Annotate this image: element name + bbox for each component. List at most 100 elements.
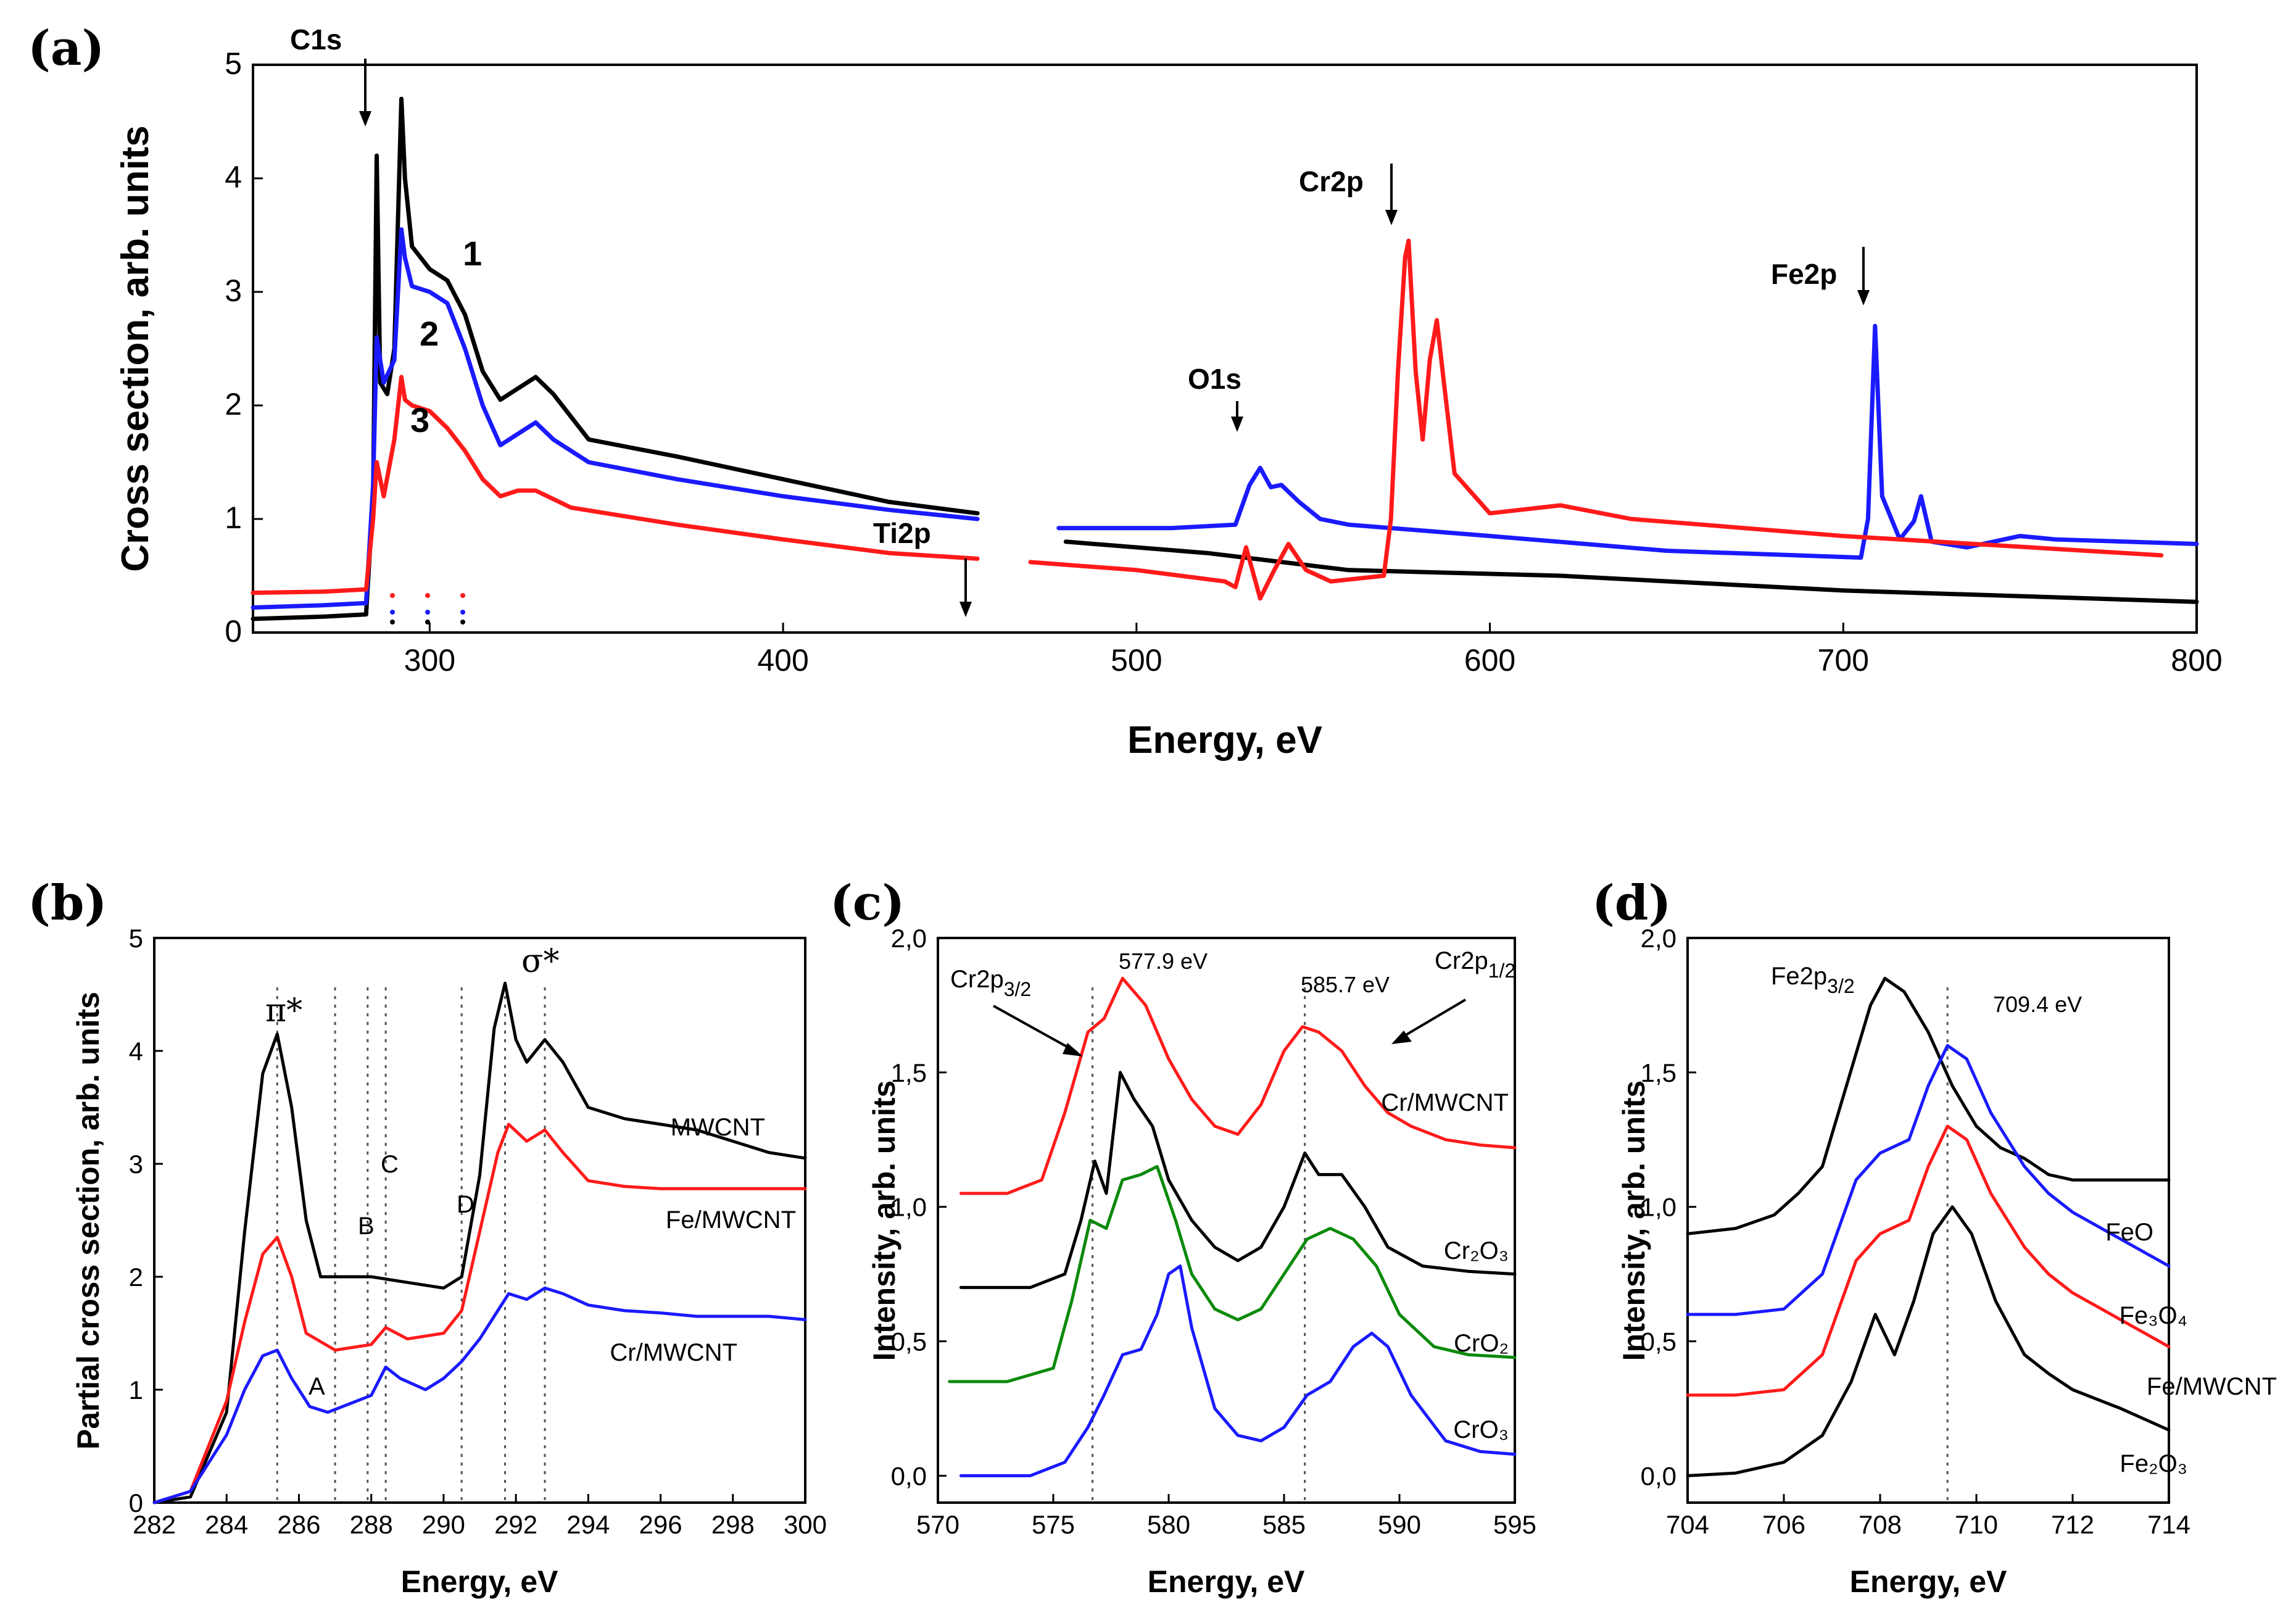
panel-d: (d) 704 706 708 710 712 714 0,0 0,5 1,0 1,5 2,0 En… — [1592, 875, 2277, 1599]
series-3-line — [251, 375, 980, 595]
x-tick-label: 286 — [277, 1510, 320, 1539]
panel-label-b: (b) — [28, 875, 107, 931]
y-tick-label: 1,5 — [1641, 1058, 1676, 1087]
annotation-b: B — [358, 1213, 375, 1240]
series-2-line — [251, 227, 980, 610]
x-tick-label: 400 — [757, 643, 808, 678]
plot-frame-a — [252, 64, 2198, 634]
series-cro2-line — [948, 1164, 1517, 1384]
ticks-d: 704 706 708 710 712 714 0,0 0,5 1,0 1,5 2,0 — [1641, 924, 2190, 1539]
marker-dot — [460, 593, 465, 598]
y-tick-label: 3 — [225, 273, 242, 308]
arrowhead-cr2p — [1385, 210, 1398, 225]
curve-label-fe3o4: Fe₃O₄ — [2120, 1302, 2187, 1329]
series-fe-mwcnt-line — [152, 1122, 807, 1504]
panel-b: (b) 282 284 286 288 290 292 294 296 298 300 0 1 2 3 4 5… — [28, 875, 827, 1599]
x-tick-label: 296 — [639, 1510, 682, 1539]
panel-label-c: (c) — [830, 875, 905, 931]
x-tick-label: 500 — [1111, 643, 1162, 678]
annotation-577-9: 577.9 eV — [1119, 948, 1208, 974]
annotation-709-4: 709.4 eV — [1993, 992, 2082, 1017]
y-tick-label: 1,5 — [891, 1058, 927, 1087]
curve-label-cr-mwcnt-b: Cr/MWCNT — [610, 1339, 737, 1366]
y-tick-label: 0,5 — [891, 1327, 927, 1356]
curve-label-cr2o3: Cr₂O₃ — [1444, 1237, 1509, 1264]
series-2-line — [1056, 323, 2199, 560]
series-3-line — [1028, 238, 2164, 601]
arrowhead-fe2p — [1857, 290, 1870, 305]
arrowhead-cr2p12 — [1391, 1031, 1412, 1044]
x-tick-label: 590 — [1378, 1510, 1421, 1539]
y-tick-label: 5 — [129, 924, 143, 953]
annotation-c: C — [381, 1151, 399, 1178]
curve-label-1: 1 — [463, 234, 482, 273]
annotation-a: A — [309, 1373, 325, 1400]
series-cr2o3-line — [959, 1071, 1517, 1289]
annotation-cr2p32: Cr2p3/2 — [950, 966, 1031, 1000]
y-tick-label: 4 — [129, 1037, 143, 1066]
arrowhead-ti2p — [959, 602, 972, 617]
y-tick-label: 0,0 — [891, 1461, 927, 1490]
x-tick-label: 300 — [784, 1510, 827, 1539]
curve-label-fe2o3: Fe₂O₃ — [2120, 1450, 2187, 1477]
y-tick-label: 4 — [225, 160, 242, 194]
curves-a — [251, 96, 2199, 621]
y-tick-label: 0,5 — [1641, 1327, 1676, 1356]
ticks-a: 300 400 500 600 700 800 0 1 2 3 4 5 — [225, 46, 2223, 678]
annotation-c1s: C1s — [290, 23, 342, 56]
x-axis-title-c: Energy, eV — [1148, 1564, 1305, 1599]
annotation-cr2p: Cr2p — [1299, 165, 1364, 197]
x-tick-label: 706 — [1762, 1510, 1805, 1539]
x-tick-label: 714 — [2147, 1510, 2190, 1539]
x-tick-label: 708 — [1859, 1510, 1902, 1539]
curve-label-mwcnt: MWCNT — [671, 1114, 765, 1141]
curves-b — [152, 981, 807, 1504]
series-cr-mwcnt-line — [152, 1286, 807, 1504]
y-tick-label: 2,0 — [1641, 924, 1676, 953]
curve-label-fe-mwcnt-b: Fe/MWCNT — [666, 1206, 796, 1234]
curve-label-feo: FeO — [2105, 1219, 2153, 1246]
curve-label-fe-mwcnt-d: Fe/MWCNT — [2147, 1373, 2277, 1400]
x-tick-label: 712 — [2051, 1510, 2094, 1539]
curve-label-3: 3 — [410, 400, 429, 439]
y-tick-label: 0 — [225, 614, 242, 649]
annotation-o1s: O1s — [1188, 363, 1241, 395]
annotation-d: D — [457, 1191, 475, 1218]
curve-label-cr-mwcnt-c: Cr/MWCNT — [1381, 1089, 1509, 1116]
series-1-line — [251, 96, 980, 621]
y-tick-label: 5 — [225, 46, 242, 81]
y-tick-label: 0,0 — [1641, 1461, 1676, 1490]
series-cro3-line — [959, 1264, 1517, 1477]
curves-c — [948, 976, 1517, 1477]
guides-c — [1092, 987, 1306, 1503]
arrowhead-c1s — [359, 111, 371, 127]
series-fe2o3-line — [1686, 1205, 2171, 1477]
panel-label-d: (d) — [1592, 875, 1671, 931]
marker-dot — [390, 610, 395, 615]
series-fe3o4-line — [1686, 1044, 2171, 1316]
series-1-line — [1063, 539, 2199, 604]
plot-frame-d — [1686, 937, 2170, 1504]
x-tick-label: 700 — [1818, 643, 1869, 678]
x-tick-label: 282 — [133, 1510, 176, 1539]
marker-dot — [425, 593, 430, 598]
marker-dot — [425, 610, 430, 615]
y-axis-title-d: Intensity, arb. units — [1617, 1081, 1651, 1361]
x-tick-label: 288 — [350, 1510, 393, 1539]
plot-frame-c — [937, 937, 1516, 1504]
x-tick-label: 595 — [1493, 1510, 1536, 1539]
panel-label-a: (a) — [28, 20, 104, 77]
series-fe-mwcnt-line — [1686, 1124, 2171, 1397]
marker-dot — [460, 620, 465, 624]
marker-dot — [425, 620, 430, 624]
curve-label-2: 2 — [420, 314, 439, 353]
marker-dot — [390, 593, 395, 598]
x-tick-label: 294 — [566, 1510, 610, 1539]
annotation-fe2p32: Fe2p3/2 — [1771, 963, 1855, 997]
panel-c: (c) 570 575 580 585 590 595 0,0 0,5 1,0 1,5 2,0 En… — [830, 875, 1536, 1599]
x-tick-label: 290 — [422, 1510, 465, 1539]
x-tick-label: 585 — [1262, 1510, 1306, 1539]
x-tick-label: 570 — [916, 1510, 959, 1539]
annotation-fe2p: Fe2p — [1771, 258, 1837, 290]
